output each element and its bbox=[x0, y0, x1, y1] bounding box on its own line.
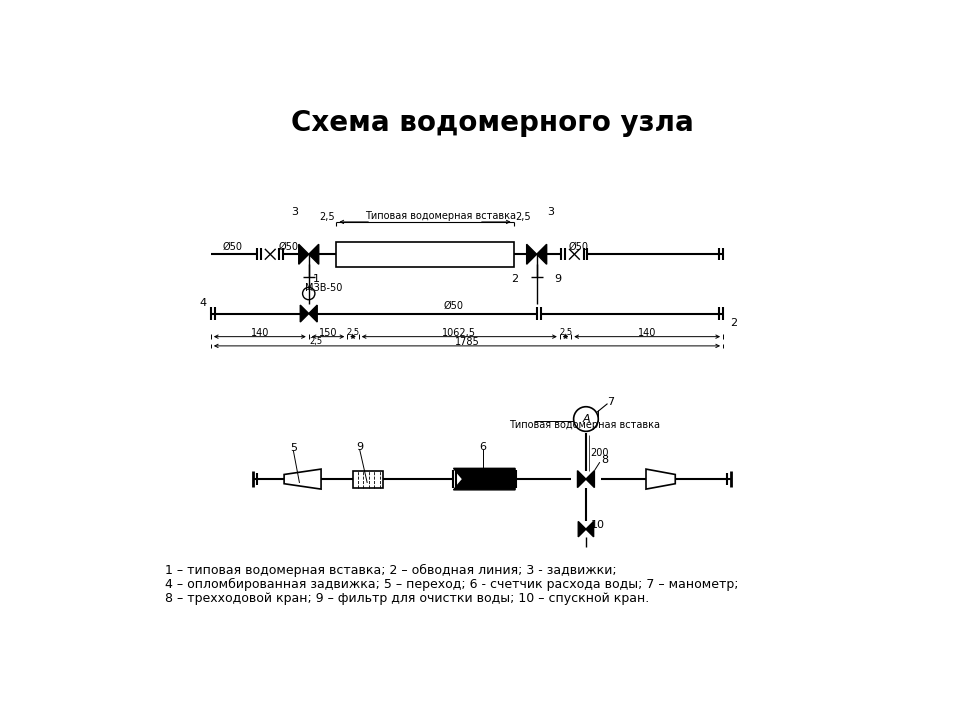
Text: Ø50: Ø50 bbox=[569, 241, 589, 251]
Circle shape bbox=[574, 407, 598, 431]
Text: 2: 2 bbox=[731, 318, 737, 328]
Text: 9: 9 bbox=[356, 442, 363, 451]
Text: Типовая водомерная вставка: Типовая водомерная вставка bbox=[365, 211, 516, 221]
Text: 10: 10 bbox=[591, 521, 605, 531]
Text: 3: 3 bbox=[547, 207, 554, 217]
Text: 9: 9 bbox=[554, 274, 561, 284]
Text: T: T bbox=[306, 289, 311, 298]
Text: Ø50: Ø50 bbox=[444, 301, 464, 311]
Text: 3: 3 bbox=[292, 207, 299, 217]
Text: 140: 140 bbox=[251, 328, 269, 338]
Polygon shape bbox=[300, 305, 309, 322]
Text: 2,5: 2,5 bbox=[347, 328, 360, 337]
Text: 2,5: 2,5 bbox=[320, 212, 335, 222]
Text: Ø50: Ø50 bbox=[223, 241, 243, 251]
Text: 1785: 1785 bbox=[455, 337, 479, 347]
Bar bbox=[336, 242, 514, 266]
Text: 200: 200 bbox=[590, 448, 609, 458]
Polygon shape bbox=[537, 244, 546, 264]
Polygon shape bbox=[527, 244, 537, 264]
Text: 6: 6 bbox=[479, 442, 487, 451]
Text: 2,5: 2,5 bbox=[310, 337, 323, 346]
Polygon shape bbox=[309, 244, 319, 264]
Polygon shape bbox=[586, 471, 594, 487]
Text: 4 – опломбированная задвижка; 5 – переход; 6 - счетчик расхода воды; 7 – маномет: 4 – опломбированная задвижка; 5 – перехо… bbox=[165, 577, 738, 590]
Text: 1062,5: 1062,5 bbox=[443, 328, 476, 338]
Text: 1 – типовая водомерная вставка; 2 – обводная линия; 3 - задвижки;: 1 – типовая водомерная вставка; 2 – обво… bbox=[165, 564, 616, 577]
Text: 7: 7 bbox=[607, 397, 614, 407]
Text: 5: 5 bbox=[290, 444, 297, 454]
Text: Схема водомерного узла: Схема водомерного узла bbox=[291, 109, 693, 138]
Text: 1: 1 bbox=[313, 274, 320, 284]
Polygon shape bbox=[309, 305, 317, 322]
Text: 4: 4 bbox=[200, 298, 206, 307]
Text: Типовая водомерная вставка: Типовая водомерная вставка bbox=[509, 420, 660, 430]
Text: Ø50: Ø50 bbox=[278, 241, 299, 251]
Text: МЗВ-50: МЗВ-50 bbox=[305, 283, 343, 293]
Text: 8: 8 bbox=[601, 455, 608, 465]
Polygon shape bbox=[578, 471, 586, 487]
Text: 140: 140 bbox=[638, 328, 657, 338]
Polygon shape bbox=[586, 521, 593, 537]
Text: 8 – трехходовой кран; 9 – фильтр для очистки воды; 10 – спускной кран.: 8 – трехходовой кран; 9 – фильтр для очи… bbox=[165, 592, 649, 605]
Text: 150: 150 bbox=[319, 328, 337, 338]
Bar bbox=[353, 471, 383, 487]
Text: 2,5: 2,5 bbox=[559, 328, 572, 337]
Text: 2: 2 bbox=[512, 274, 518, 284]
Text: 2,5: 2,5 bbox=[515, 212, 531, 222]
Polygon shape bbox=[578, 521, 586, 537]
Text: A: A bbox=[582, 414, 589, 424]
Polygon shape bbox=[453, 468, 516, 490]
Polygon shape bbox=[299, 244, 309, 264]
